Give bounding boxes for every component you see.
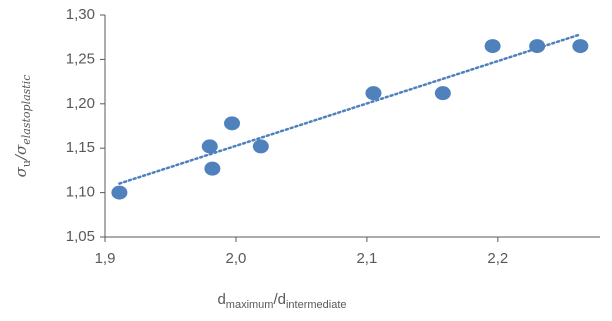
x-tick-label: 2,2 [487, 250, 508, 267]
point [204, 161, 221, 176]
x-tick-label: 2,1 [356, 250, 377, 267]
point [484, 39, 501, 54]
x-label-part: d [217, 291, 225, 308]
point [529, 39, 546, 54]
point [434, 86, 451, 101]
point [224, 116, 241, 131]
point [572, 39, 589, 54]
x-tick-label: 1,9 [95, 250, 116, 267]
x-label-part: /d [273, 291, 286, 308]
y-tick-label: 1,25 [66, 50, 95, 67]
x-tick-label: 2,0 [226, 250, 247, 267]
y-label-part: elastoplastic [20, 75, 33, 145]
y-tick-label: 1,20 [66, 95, 95, 112]
x-axis-label: dmaximum/dintermediate [217, 291, 346, 311]
x-label-part: maximum [226, 299, 274, 311]
x-label-part: intermediate [286, 299, 347, 311]
y-tick-label: 1,05 [66, 228, 95, 245]
y-label-part: u [20, 160, 33, 167]
y-axis-label: σu/σelastoplastic [12, 75, 33, 178]
trendline [118, 33, 582, 185]
y-tick-label: 1,10 [66, 184, 95, 201]
y-tick-label: 1,15 [66, 139, 95, 156]
y-tick-label: 1,30 [66, 6, 95, 23]
y-label-part: σ [12, 166, 30, 177]
y-label-part: /σ [12, 144, 30, 162]
point [365, 86, 382, 101]
point [252, 139, 269, 154]
point [111, 185, 128, 200]
point [201, 139, 218, 154]
